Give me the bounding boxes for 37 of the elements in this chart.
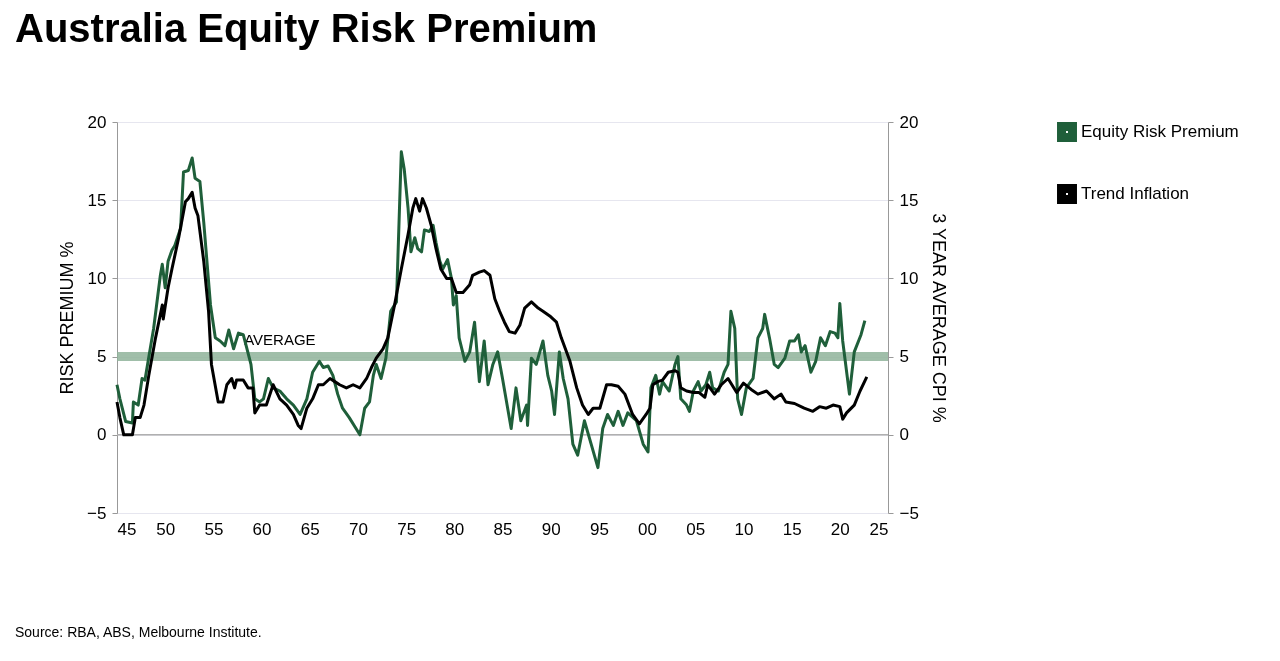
x-tick-label: 10	[734, 519, 754, 539]
chart-title: Australia Equity Risk Premium	[15, 6, 598, 50]
y-tick-label: 5	[97, 347, 107, 367]
x-tick-label: 25	[869, 519, 889, 539]
y2-tick-label: 15	[899, 190, 919, 210]
x-tick-label: 15	[782, 519, 802, 539]
x-tick-label: 20	[830, 519, 850, 539]
source-note: Source: RBA, ABS, Melbourne Institute.	[15, 624, 262, 640]
x-tick-label: 55	[204, 519, 224, 539]
line-series	[115, 190, 869, 437]
x-tick-label: 60	[252, 519, 272, 539]
y2-axis-title: 3 YEAR AVERAGE CPI %	[928, 213, 949, 423]
y-tick-label: 0	[97, 425, 107, 445]
y2-tick-label: 10	[899, 268, 919, 288]
x-tick-label: 85	[493, 519, 513, 539]
y2-tick-label: 0	[899, 425, 909, 445]
y2-tick-label: 5	[899, 347, 909, 367]
x-tick-label: 65	[300, 519, 320, 539]
y-tick-label: 10	[87, 268, 107, 288]
x-tick-label: 05	[686, 519, 706, 539]
y-tick-label: 15	[87, 190, 107, 210]
y-tick-label: −5	[87, 503, 107, 523]
x-tick-label: 75	[397, 519, 417, 539]
x-tick-label: 90	[541, 519, 561, 539]
y-tick-label: 20	[87, 112, 107, 132]
y2-tick-label: 20	[899, 112, 919, 132]
legend-label: Equity Risk Premium	[1081, 122, 1239, 141]
x-tick-label: 95	[589, 519, 609, 539]
y-axis-title: RISK PREMIUM %	[57, 241, 78, 395]
legend-label: Trend Inflation	[1081, 184, 1190, 203]
y2-tick-label: −5	[899, 503, 919, 523]
x-tick-label: 80	[445, 519, 465, 539]
x-tick-label: 45	[117, 519, 137, 539]
x-tick-label: 70	[348, 519, 368, 539]
x-tick-label: 00	[638, 519, 658, 539]
line-series	[115, 150, 867, 470]
x-tick-label: 50	[156, 519, 176, 539]
